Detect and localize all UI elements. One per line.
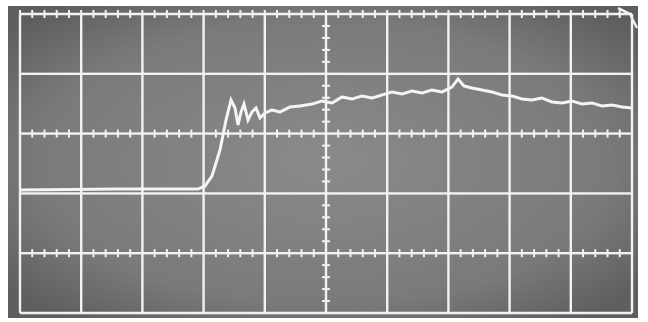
trace-fragment bbox=[617, 6, 639, 29]
trace bbox=[19, 76, 633, 192]
screen bbox=[8, 6, 638, 318]
graticule bbox=[18, 10, 634, 315]
